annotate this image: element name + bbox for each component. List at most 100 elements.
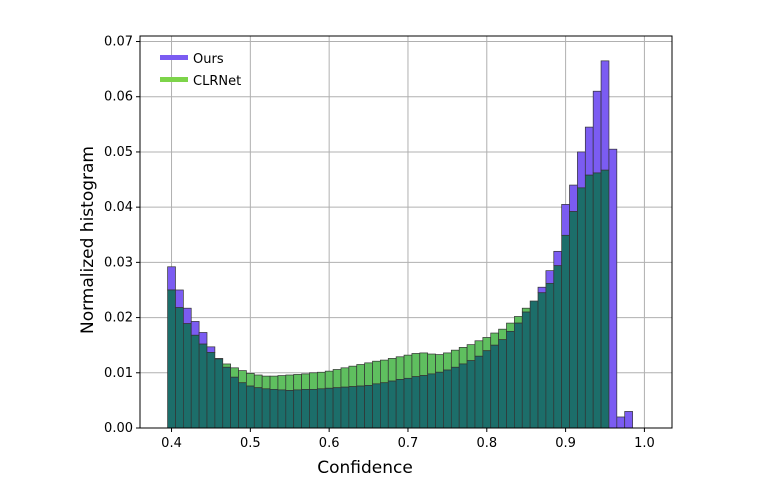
bar-ours-48 — [545, 270, 555, 284]
bar-clrnet-32 — [419, 352, 429, 376]
bar-overlap-36 — [450, 366, 460, 429]
bar-clrnet-38 — [466, 344, 476, 361]
bar-overlap-35 — [443, 369, 452, 429]
bar-overlap-48 — [545, 282, 555, 429]
x-tick-label-1: 0.5 — [240, 436, 261, 451]
bar-overlap-11 — [253, 387, 263, 429]
y-tick-label-3: 0.03 — [104, 255, 133, 270]
bar-ours-1 — [175, 289, 184, 308]
bar-ours-52 — [577, 151, 586, 189]
bar-clrnet-30 — [403, 354, 413, 379]
bar-clrnet-27 — [380, 359, 389, 384]
bar-clrnet-23 — [348, 365, 358, 387]
bar-clrnet-28 — [387, 358, 397, 382]
bar-overlap-1 — [175, 307, 184, 429]
bar-overlap-46 — [529, 300, 539, 429]
bar-overlap-2 — [182, 323, 192, 429]
y-tick-label-4: 0.04 — [104, 200, 133, 215]
bar-overlap-13 — [269, 389, 279, 429]
bar-clrnet-33 — [427, 353, 436, 375]
bar-clrnet-40 — [482, 337, 492, 352]
bar-overlap-43 — [506, 331, 515, 429]
legend-label-clrnet: CLRNet — [193, 74, 241, 89]
bar-clrnet-20 — [324, 370, 334, 389]
bar-ours-57 — [616, 416, 626, 429]
bar-overlap-27 — [380, 382, 389, 429]
x-axis-label: Confidence — [317, 458, 413, 478]
bar-clrnet-39 — [474, 340, 484, 357]
bar-clrnet-37 — [458, 347, 468, 365]
bar-clrnet-15 — [285, 374, 295, 391]
bar-overlap-50 — [561, 234, 570, 429]
bar-overlap-34 — [435, 371, 444, 429]
bar-ours-56 — [608, 148, 618, 429]
bar-overlap-52 — [577, 187, 586, 429]
bar-overlap-7 — [222, 366, 231, 429]
bar-overlap-55 — [600, 169, 610, 429]
bar-clrnet-45 — [521, 307, 531, 313]
bar-clrnet-34 — [435, 354, 444, 373]
bar-clrnet-18 — [309, 372, 318, 390]
bar-overlap-20 — [324, 387, 334, 429]
bar-overlap-15 — [285, 390, 295, 429]
bar-clrnet-22 — [340, 367, 350, 388]
bar-overlap-6 — [214, 358, 224, 429]
bar-overlap-49 — [553, 265, 563, 429]
bar-overlap-32 — [419, 375, 429, 429]
bar-overlap-18 — [309, 389, 318, 429]
legend: Ours CLRNet — [160, 52, 241, 89]
bar-ours-54 — [592, 90, 602, 174]
bar-overlap-24 — [356, 385, 365, 429]
bar-clrnet-31 — [411, 353, 421, 378]
bar-overlap-53 — [584, 174, 594, 429]
bar-overlap-41 — [490, 344, 499, 429]
bar-overlap-4 — [198, 343, 208, 429]
bar-ours-49 — [553, 250, 563, 267]
bar-clrnet-24 — [356, 364, 365, 387]
y-axis-label: Normalized histogram — [78, 146, 98, 334]
bar-overlap-9 — [238, 382, 247, 429]
bar-overlap-40 — [482, 350, 492, 429]
legend-label-ours: Ours — [193, 52, 224, 67]
bar-overlap-29 — [395, 379, 405, 429]
x-tick-label-5: 0.9 — [555, 436, 576, 451]
bar-overlap-38 — [466, 360, 476, 429]
bar-overlap-42 — [498, 339, 507, 429]
bar-clrnet-41 — [490, 332, 499, 346]
bar-overlap-54 — [592, 172, 602, 429]
bar-overlap-30 — [403, 377, 413, 429]
bar-overlap-10 — [246, 385, 255, 429]
bar-overlap-12 — [261, 388, 271, 429]
x-tick-label-2: 0.6 — [319, 436, 340, 451]
bar-ours-2 — [182, 307, 192, 325]
bar-overlap-21 — [332, 387, 342, 429]
bar-ours-51 — [569, 184, 578, 212]
bar-overlap-28 — [387, 380, 397, 429]
bar-overlap-23 — [348, 386, 358, 429]
bar-overlap-26 — [372, 383, 381, 429]
axis-ticks: 0.4 0.5 0.6 0.7 0.8 0.9 1.0 0.00 0.01 0.02 0.03 0.0… — [104, 35, 655, 451]
bar-overlap-14 — [277, 389, 287, 429]
bar-ours-55 — [600, 60, 610, 171]
bar-clrnet-16 — [293, 374, 302, 391]
bar-clrnet-35 — [443, 352, 452, 371]
bar-clrnet-14 — [277, 375, 287, 391]
bar-ours-5 — [206, 346, 216, 353]
x-tick-label-6: 1.0 — [634, 436, 655, 451]
bar-overlap-37 — [458, 363, 468, 429]
bar-ours-53 — [584, 126, 594, 176]
bar-overlap-44 — [514, 322, 523, 429]
bar-clrnet-7 — [222, 363, 231, 368]
bar-overlap-31 — [411, 376, 421, 429]
bar-overlap-17 — [301, 389, 310, 429]
bar-overlap-33 — [427, 373, 436, 429]
x-tick-label-4: 0.8 — [476, 436, 497, 451]
bar-ours-58 — [624, 411, 633, 429]
y-tick-label-7: 0.07 — [104, 35, 133, 50]
bar-clrnet-44 — [514, 316, 523, 324]
legend-swatch-clrnet — [160, 77, 188, 82]
bar-overlap-51 — [569, 211, 578, 429]
bar-overlap-5 — [206, 352, 216, 429]
